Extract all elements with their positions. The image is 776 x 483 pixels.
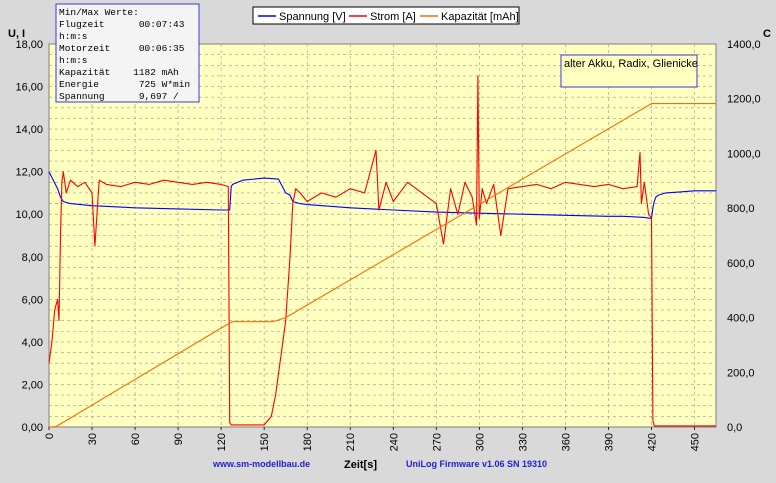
stats-line: Min/Max Werte:	[59, 7, 139, 18]
y-left-tick-label: 8,00	[22, 252, 43, 264]
legend-label-strom: Strom [A]	[370, 11, 416, 23]
x-tick-label: 90	[173, 433, 185, 445]
series-strom	[48, 75, 716, 427]
y-right-tick-labels: 0,0 200,0 400,0 600,0 800,0 1000,0 1200,0 1400,…	[727, 39, 761, 434]
stats-line: h:m:s	[59, 55, 88, 66]
series-spannung	[48, 171, 716, 220]
x-tick-label: 210	[345, 433, 357, 451]
y-left-tick-label: 18,00	[15, 39, 43, 51]
stats-line: h:m:s	[59, 31, 88, 42]
x-tick-label: 360	[560, 433, 572, 451]
y-right-tick-label: 1400,0	[727, 39, 761, 51]
y-right-tick-label: 0,0	[727, 422, 742, 434]
y-left-tick-label: 0,00	[22, 422, 43, 434]
x-tick-label: 330	[517, 433, 529, 451]
legend-label-spannung: Spannung [V]	[279, 11, 346, 23]
stats-line: Motorzeit 00:06:35	[59, 43, 185, 54]
y-left-tick-label: 2,00	[22, 379, 43, 391]
y-left-tick-label: 16,00	[15, 82, 43, 94]
stats-line: Kapazität 1182 mAh	[59, 67, 179, 78]
footer-firmware: UniLog Firmware v1.06 SN 19310	[406, 459, 547, 469]
series-kapazitaet	[48, 103, 716, 428]
y-right-tick-label: 600,0	[727, 258, 755, 270]
y-right-axis-label: C	[763, 28, 771, 40]
y-left-tick-label: 14,00	[15, 124, 43, 136]
x-tick-label: 240	[388, 433, 400, 451]
stats-line: Flugzeit 00:07:43	[59, 19, 185, 30]
x-tick-labels: 0 30 60 90 120 150 180 210 240 270 300 330 360 390 420…	[44, 427, 701, 451]
x-tick-label: 0	[44, 433, 56, 439]
y-right-tick-label: 800,0	[727, 203, 755, 215]
y-left-axis-label: U, I	[8, 28, 25, 40]
series-group	[48, 75, 716, 428]
y-left-tick-label: 6,00	[22, 294, 43, 306]
stats-box-frame	[55, 3, 200, 103]
x-tick-label: 270	[431, 433, 443, 451]
stats-line: Energie 725 W*min	[59, 79, 190, 90]
y-left-tick-label: 12,00	[15, 167, 43, 179]
x-tick-label: 300	[474, 433, 486, 451]
y-right-tick-label: 1200,0	[727, 94, 761, 106]
footer-website[interactable]: www.sm-modellbau.de	[212, 459, 310, 469]
x-axis-label: Zeit[s]	[344, 459, 377, 471]
x-tick-label: 390	[603, 433, 615, 451]
legend-label-kapazitaet: Kapazität [mAh]	[441, 11, 519, 23]
y-left-tick-labels: 0,00 2,00 4,00 6,00 8,00 10,00 12,00 14,00 16,00…	[15, 39, 43, 434]
y-left-tick-label: 10,00	[15, 209, 43, 221]
y-left-tick-label: 4,00	[22, 337, 43, 349]
legend: Spannung [V] Strom [A] Kapazität [mAh]	[252, 6, 520, 25]
y-right-tick-label: 200,0	[727, 367, 755, 379]
y-right-tick-label: 1000,0	[727, 148, 761, 160]
plot-area	[48, 43, 717, 428]
annotation-frame	[560, 54, 698, 88]
x-tick-label: 180	[302, 433, 314, 451]
gridlines	[49, 44, 716, 427]
legend-box	[252, 6, 520, 25]
annotation-box: alter Akku, Radix, Glienicke	[560, 54, 698, 88]
stats-line: Spannung 9,697 /	[59, 91, 179, 102]
annotation-text: alter Akku, Radix, Glienicke	[564, 58, 698, 70]
x-tick-label: 150	[259, 433, 271, 451]
x-tick-label: 60	[130, 433, 142, 445]
x-tick-label: 30	[87, 433, 99, 445]
stats-box: Min/Max Werte: Flugzeit 00:07:43 h:m:s M…	[55, 3, 200, 103]
y-right-tick-label: 400,0	[727, 313, 755, 325]
x-tick-label: 120	[216, 433, 228, 451]
x-tick-label: 420	[646, 433, 658, 451]
x-tick-label: 450	[689, 433, 701, 451]
